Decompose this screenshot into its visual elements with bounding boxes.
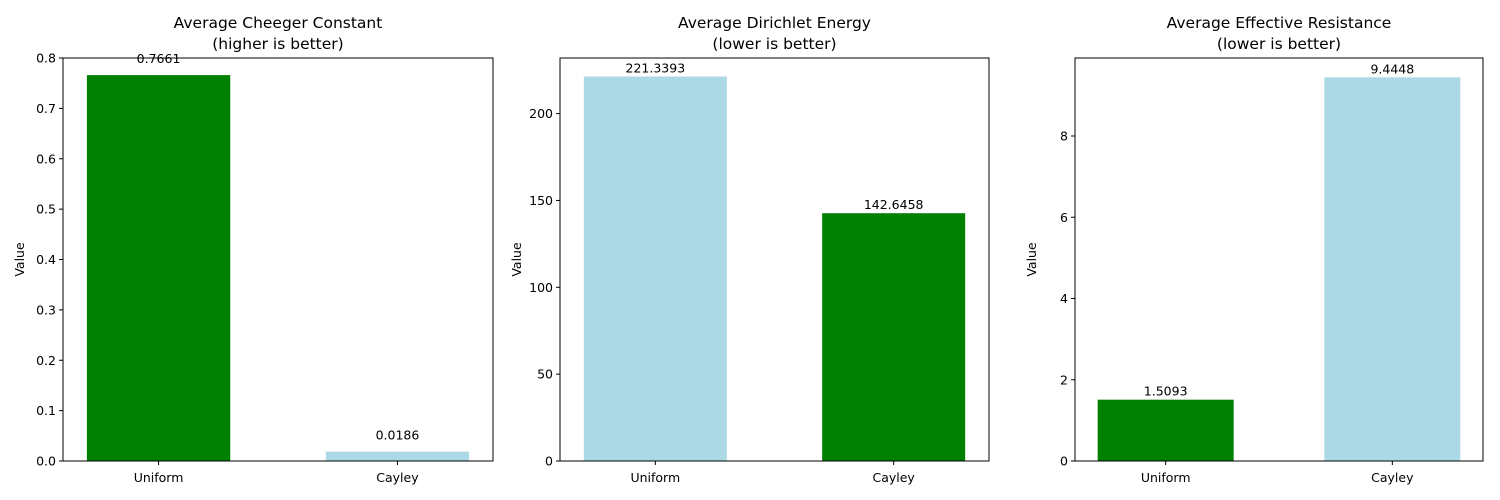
bar-uniform bbox=[86, 75, 231, 462]
data-label: 1.5093 bbox=[1144, 384, 1188, 399]
y-tick-label: 0.8 bbox=[36, 51, 56, 66]
chart-title: Average Dirichlet Energy bbox=[678, 14, 871, 32]
chart-panel-1: 0.7661 0.0186 0.0 0.1 0.2 0.3 0.4 0.5 0.6 0.7 0.8 U… bbox=[12, 14, 494, 485]
x-tick-label: Uniform bbox=[134, 470, 184, 485]
x-tick-label: Uniform bbox=[1141, 470, 1191, 485]
bar-uniform bbox=[1097, 399, 1234, 461]
y-tick-label: 0.3 bbox=[36, 302, 56, 317]
axes-frame bbox=[1074, 57, 1484, 462]
y-tick-label: 0.1 bbox=[36, 403, 56, 418]
y-tick-label: 0 bbox=[1060, 454, 1068, 469]
chart-subtitle: (lower is better) bbox=[712, 35, 836, 53]
axes-frame bbox=[559, 57, 990, 462]
bar-cayley bbox=[822, 213, 966, 461]
x-tick-label: Cayley bbox=[872, 470, 915, 485]
y-axis-label: Value bbox=[12, 242, 27, 277]
x-tick-label: Uniform bbox=[630, 470, 680, 485]
y-tick-label: 0.7 bbox=[36, 101, 56, 116]
data-label: 0.7661 bbox=[137, 51, 181, 66]
y-tick-label: 0.2 bbox=[36, 353, 56, 368]
y-tick-label: 6 bbox=[1060, 210, 1068, 225]
chart-subtitle: (higher is better) bbox=[212, 35, 343, 53]
y-tick-label: 0.0 bbox=[36, 454, 56, 469]
y-tick-label: 50 bbox=[537, 367, 553, 382]
data-label: 142.6458 bbox=[864, 197, 924, 212]
bar-cayley bbox=[325, 451, 470, 461]
y-tick-label: 0 bbox=[545, 454, 553, 469]
y-axis-label: Value bbox=[1024, 242, 1039, 277]
chart-subtitle: (lower is better) bbox=[1217, 35, 1341, 53]
y-tick-label: 0.4 bbox=[36, 252, 56, 267]
y-tick-label: 4 bbox=[1060, 291, 1068, 306]
y-tick-label: 8 bbox=[1060, 129, 1068, 144]
data-label: 0.0186 bbox=[376, 428, 420, 443]
x-tick-label: Cayley bbox=[1371, 470, 1414, 485]
y-axis-label: Value bbox=[509, 242, 524, 277]
bar-cayley bbox=[1324, 77, 1461, 462]
y-tick-label: 2 bbox=[1060, 372, 1068, 387]
chart-panel-2: 221.3393 142.6458 0 50 100 150 200 Uniform Cayle… bbox=[509, 14, 990, 485]
data-label: 9.4448 bbox=[1370, 61, 1414, 76]
y-tick-label: 200 bbox=[529, 106, 553, 121]
bar-uniform bbox=[583, 76, 727, 461]
chart-title: Average Effective Resistance bbox=[1167, 14, 1392, 32]
y-tick-label: 0.5 bbox=[36, 202, 56, 217]
y-tick-label: 0.6 bbox=[36, 151, 56, 166]
chart-title: Average Cheeger Constant bbox=[174, 14, 383, 32]
y-tick-label: 100 bbox=[529, 280, 553, 295]
x-tick-label: Cayley bbox=[376, 470, 419, 485]
chart-panel-3: 1.5093 9.4448 0 2 4 6 8 Uniform Cayley Value Avera… bbox=[1024, 14, 1484, 485]
y-tick-label: 150 bbox=[529, 193, 553, 208]
data-label: 221.3393 bbox=[626, 61, 686, 76]
